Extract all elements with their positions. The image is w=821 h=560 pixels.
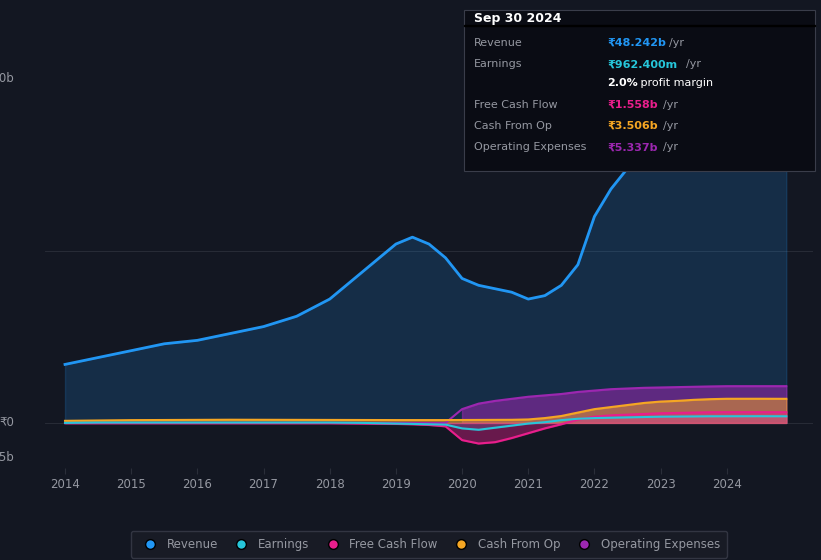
Legend: Revenue, Earnings, Free Cash Flow, Cash From Op, Operating Expenses: Revenue, Earnings, Free Cash Flow, Cash …	[131, 531, 727, 558]
Text: ₹48.242b: ₹48.242b	[608, 38, 667, 48]
Text: ₹1.558b: ₹1.558b	[608, 100, 658, 110]
Text: ₹5.337b: ₹5.337b	[608, 142, 658, 152]
Text: /yr: /yr	[669, 38, 684, 48]
Text: Cash From Op: Cash From Op	[474, 121, 552, 131]
Text: 2.0%: 2.0%	[608, 78, 638, 88]
Text: ₹3.506b: ₹3.506b	[608, 121, 658, 131]
Text: profit margin: profit margin	[637, 78, 713, 88]
Text: /yr: /yr	[663, 121, 677, 131]
Text: ₹962.400m: ₹962.400m	[608, 59, 677, 69]
Text: Earnings: Earnings	[474, 59, 522, 69]
Text: /yr: /yr	[663, 142, 677, 152]
Text: Sep 30 2024: Sep 30 2024	[474, 12, 562, 25]
Text: /yr: /yr	[663, 100, 677, 110]
Text: -₹5b: -₹5b	[0, 451, 15, 464]
Text: Free Cash Flow: Free Cash Flow	[474, 100, 557, 110]
Text: ₹50b: ₹50b	[0, 72, 15, 86]
Text: /yr: /yr	[686, 59, 700, 69]
Text: Operating Expenses: Operating Expenses	[474, 142, 586, 152]
Text: ₹0: ₹0	[0, 417, 15, 430]
Text: Revenue: Revenue	[474, 38, 522, 48]
